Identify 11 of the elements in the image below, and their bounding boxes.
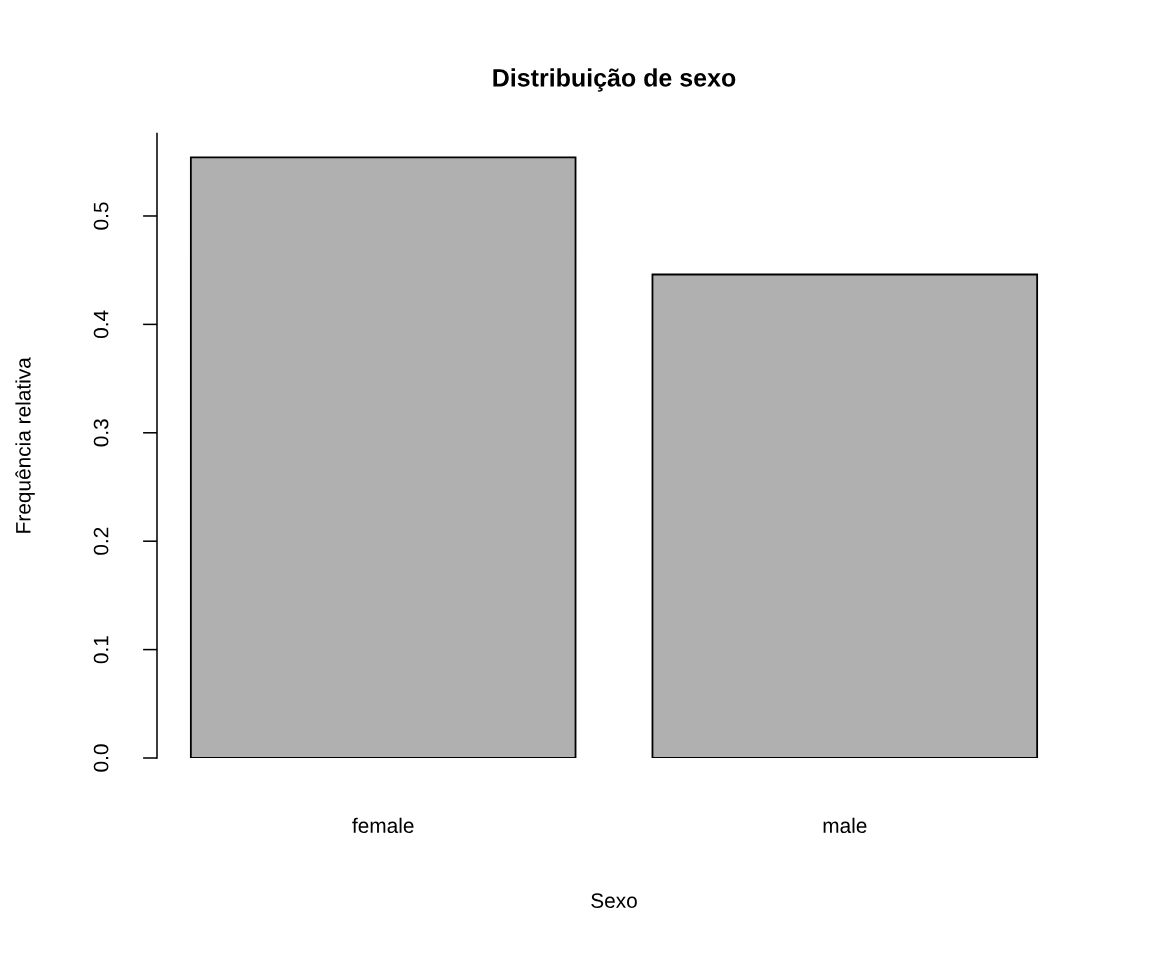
x-tick-label: male: [823, 817, 867, 834]
y-axis-title: Frequência relativa: [15, 357, 35, 533]
y-tick-label: 0.2: [93, 527, 109, 555]
x-axis-title: Sexo: [591, 893, 637, 908]
y-tick-label: 0.0: [93, 744, 109, 772]
y-tick-label: 0.1: [93, 636, 109, 664]
y-tick-label: 0.3: [93, 419, 109, 447]
y-tick-label: 0.5: [93, 202, 109, 230]
y-tick-label: 0.4: [93, 310, 109, 339]
x-tick-label: female: [352, 817, 414, 834]
chart-title: Distribuição de sexo: [493, 68, 736, 92]
